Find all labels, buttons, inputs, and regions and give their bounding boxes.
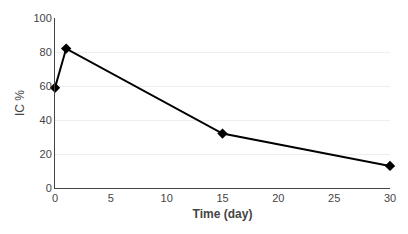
svg-text:5: 5: [108, 192, 114, 204]
svg-text:20: 20: [272, 192, 284, 204]
svg-text:15: 15: [216, 192, 228, 204]
svg-text:IC %: IC %: [13, 90, 27, 116]
svg-text:0: 0: [46, 182, 52, 194]
svg-text:10: 10: [161, 192, 173, 204]
svg-text:100: 100: [33, 12, 51, 24]
svg-text:60: 60: [40, 80, 52, 92]
svg-text:25: 25: [328, 192, 340, 204]
svg-text:30: 30: [384, 192, 396, 204]
svg-text:40: 40: [40, 114, 52, 126]
svg-text:80: 80: [40, 46, 52, 58]
svg-text:20: 20: [40, 148, 52, 160]
svg-text:Time (day): Time (day): [193, 207, 253, 221]
svg-text:0: 0: [52, 192, 58, 204]
